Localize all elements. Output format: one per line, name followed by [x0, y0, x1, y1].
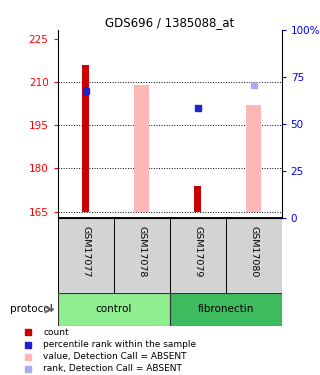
Text: GSM17079: GSM17079: [193, 226, 202, 278]
Bar: [58, 217, 114, 292]
Text: percentile rank within the sample: percentile rank within the sample: [44, 340, 196, 349]
Text: GSM17078: GSM17078: [137, 226, 146, 278]
Text: value, Detection Call = ABSENT: value, Detection Call = ABSENT: [44, 352, 187, 361]
Bar: [82, 64, 89, 212]
Text: protocol: protocol: [10, 304, 52, 314]
Text: fibronectin: fibronectin: [197, 304, 254, 314]
Title: GDS696 / 1385088_at: GDS696 / 1385088_at: [105, 16, 234, 29]
Bar: [134, 85, 149, 212]
Text: GSM17080: GSM17080: [249, 226, 258, 278]
Bar: [170, 217, 226, 292]
Text: count: count: [44, 328, 69, 337]
Bar: [246, 105, 261, 212]
Bar: [58, 292, 170, 326]
Bar: [114, 217, 170, 292]
Text: GSM17077: GSM17077: [81, 226, 90, 278]
Bar: [226, 217, 282, 292]
Text: control: control: [95, 304, 132, 314]
Bar: [194, 186, 201, 212]
Text: rank, Detection Call = ABSENT: rank, Detection Call = ABSENT: [44, 364, 182, 374]
Bar: [170, 292, 282, 326]
